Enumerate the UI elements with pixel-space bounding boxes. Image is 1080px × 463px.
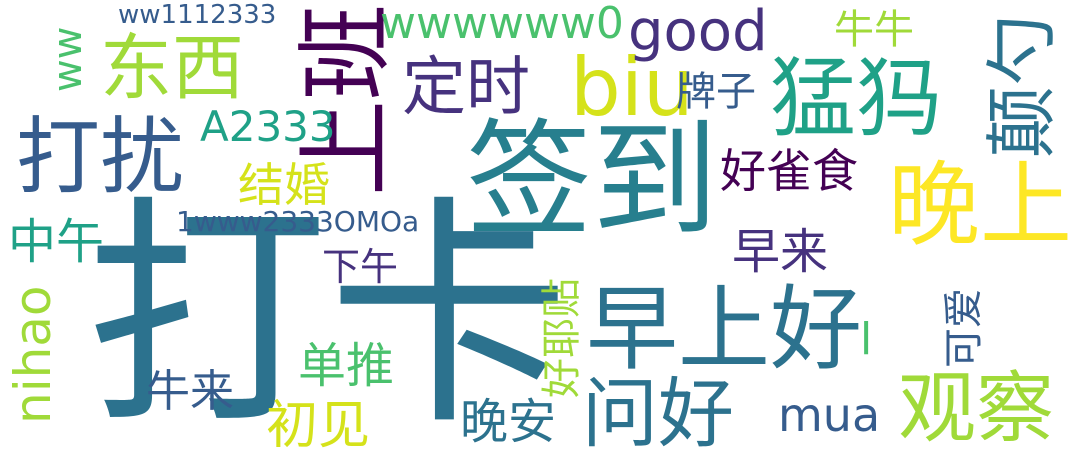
word-zaoshanghao: 早上好 — [586, 276, 863, 383]
word-dongxi: 东西 — [100, 26, 245, 110]
word-niuniu: 牛牛 — [834, 7, 914, 53]
word-mua: mua — [778, 388, 881, 442]
word-keai: 可爱 — [941, 288, 987, 368]
word-good: good — [628, 0, 768, 64]
word-dianshao: 颠勺 — [980, 13, 1064, 158]
word-chujian: 初见 — [266, 396, 371, 456]
word-niulai: 牛来 — [146, 366, 234, 417]
word-nihao: nihao — [4, 285, 62, 424]
word-wwwwww0: wwwwww0 — [380, 0, 624, 49]
word-jiehun: 结婚 — [238, 158, 330, 212]
word-wanshang: 晚上 — [888, 152, 1073, 259]
word-l: l — [860, 314, 873, 365]
word-dantui: 单推 — [298, 338, 395, 394]
word-xiawu: 下午 — [322, 245, 399, 289]
word-wenhao: 问好 — [582, 369, 734, 458]
word-ww1112333: ww1112333 — [118, 0, 277, 30]
word-mengma: 猛犸 — [770, 49, 942, 149]
word-daka: 打卡 — [86, 176, 571, 458]
word-haoqueshi: 好雀食 — [720, 144, 858, 198]
word-paizi: 牌子 — [676, 69, 756, 115]
word-ww: ww — [45, 26, 91, 92]
word-dingshi: 定时 — [402, 51, 530, 125]
word-haoyetie: 好耶贴 — [539, 278, 585, 398]
word-biu: biu — [570, 41, 694, 134]
word-zhongwu: 中午 — [8, 214, 105, 270]
word-wanan: 晚安 — [460, 394, 557, 450]
word-guancha: 观察 — [898, 364, 1055, 454]
word-a2333: A2333 — [200, 102, 336, 151]
word-qiandao: 签到 — [466, 107, 718, 254]
word-darao: 打扰 — [16, 108, 185, 206]
word-zaolai: 早来 — [732, 224, 829, 280]
word-1www2333omoa: 1www2333OMOa — [176, 205, 420, 238]
